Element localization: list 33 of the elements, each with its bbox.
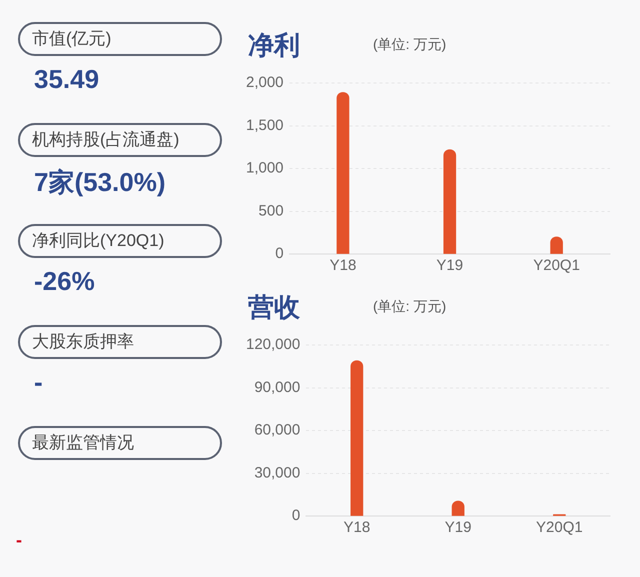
bar	[350, 360, 364, 516]
y-tick-label: 90,000	[254, 378, 300, 396]
x-tick-label: Y18	[344, 519, 370, 536]
chart-subtitle: (单位: 万元)	[373, 298, 446, 316]
text: -26%	[34, 266, 95, 297]
x-tick-label: Y19	[436, 257, 464, 274]
text: 最新监管情况	[18, 426, 222, 460]
y-tick-label: 120,000	[246, 336, 300, 354]
x-tick-label: Y19	[444, 519, 472, 536]
text: 7家(53.0%)	[34, 166, 166, 199]
y-tick-label: 2,000	[246, 74, 284, 92]
chart-subtitle: (单位: 万元)	[373, 36, 446, 54]
y-tick-label: 30,000	[254, 464, 300, 482]
text: -	[16, 530, 22, 551]
x-tick-label: Y20Q1	[536, 519, 583, 536]
text: -	[34, 367, 43, 398]
bar	[336, 92, 350, 254]
y-tick-label: 1,000	[246, 160, 284, 177]
x-tick-label: Y20Q1	[533, 257, 580, 274]
y-tick-label: 0	[275, 245, 284, 262]
x-tick-label: Y18	[330, 257, 356, 274]
y-tick-label: 1,500	[246, 116, 284, 134]
text: 机构持股(占流通盘)	[18, 123, 222, 157]
text: 市值(亿元)	[18, 22, 222, 56]
text: 大股东质押率	[18, 325, 222, 359]
y-tick-label: 60,000	[254, 422, 300, 439]
y-tick-label: 500	[258, 202, 284, 220]
chart-title: 营收	[248, 291, 300, 324]
chart-title: 净利	[248, 29, 300, 62]
text: 净利同比(Y20Q1)	[18, 224, 222, 258]
y-tick-label: 0	[292, 507, 300, 524]
bar	[443, 149, 456, 254]
text: 35.49	[34, 64, 100, 95]
